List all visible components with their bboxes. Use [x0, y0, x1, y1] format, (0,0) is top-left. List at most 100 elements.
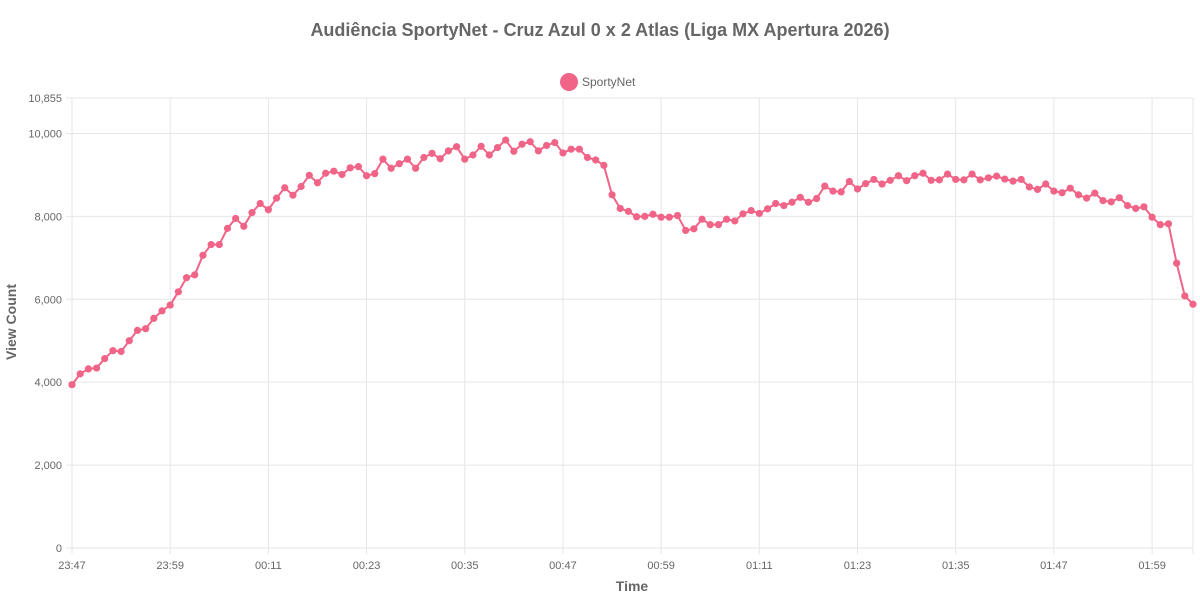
data-point	[313, 179, 322, 187]
data-point	[403, 155, 412, 163]
data-point	[870, 175, 878, 184]
data-point	[174, 288, 182, 296]
data-point	[714, 221, 723, 229]
data-point	[829, 187, 837, 195]
data-point	[109, 347, 117, 355]
data-point	[968, 170, 976, 178]
data-point	[133, 326, 142, 334]
y-gridlines	[66, 97, 1193, 549]
legend-marker	[560, 73, 578, 91]
data-point	[223, 224, 232, 232]
x-tick-label: 01:23	[844, 560, 872, 572]
data-point	[338, 170, 346, 179]
data-point	[297, 182, 305, 191]
x-tick-label: 01:35	[942, 560, 970, 572]
y-tick-label: 2,000	[34, 460, 62, 472]
data-point	[84, 365, 92, 373]
data-point	[592, 156, 600, 164]
data-point	[960, 176, 968, 184]
data-point	[1091, 189, 1099, 197]
data-point	[150, 314, 158, 322]
data-point	[281, 184, 289, 192]
x-tick-label: 00:35	[451, 560, 479, 572]
data-point	[600, 161, 608, 169]
legend-label: SportyNet	[582, 75, 636, 89]
x-tick-label: 23:59	[156, 560, 184, 572]
x-tick-label: 23:47	[58, 560, 86, 572]
data-point	[804, 198, 813, 206]
y-tick-label: 10,855	[28, 93, 62, 105]
data-point	[657, 213, 665, 221]
data-point	[976, 176, 984, 184]
data-point	[837, 188, 845, 196]
data-point	[379, 155, 387, 163]
data-point	[92, 364, 101, 372]
data-point	[1042, 180, 1050, 188]
data-point	[821, 182, 829, 190]
x-axis-ticks: 23:47 23:59 00:11 00:23 00:35 00:47 00:59 01:11…	[58, 560, 1166, 572]
data-point	[731, 217, 739, 225]
data-point	[232, 214, 240, 223]
data-point	[551, 138, 559, 147]
data-point	[903, 177, 911, 185]
data-point	[723, 215, 731, 223]
data-point	[1189, 300, 1197, 308]
data-point	[1099, 197, 1107, 205]
data-point	[452, 143, 461, 151]
data-point	[289, 191, 297, 199]
data-point	[935, 176, 943, 184]
data-point	[1164, 220, 1173, 228]
data-point	[632, 213, 641, 221]
x-tick-label: 01:59	[1138, 560, 1166, 572]
data-point	[1156, 221, 1164, 229]
data-point	[1083, 194, 1091, 202]
data-point	[354, 163, 362, 171]
x-tick-label: 00:59	[647, 560, 675, 572]
data-point	[886, 176, 894, 184]
data-point	[68, 381, 76, 389]
data-point	[911, 172, 919, 180]
data-point	[788, 198, 796, 206]
data-point	[862, 180, 870, 188]
data-point	[1123, 201, 1132, 210]
x-tick-label: 00:11	[255, 560, 282, 572]
data-point	[813, 194, 821, 203]
data-point	[1050, 187, 1058, 195]
data-point	[665, 213, 673, 221]
data-point	[755, 209, 763, 218]
data-point	[927, 176, 935, 184]
data-point	[984, 174, 993, 182]
data-point	[894, 172, 903, 180]
data-point	[1074, 191, 1083, 199]
data-point	[583, 153, 592, 162]
data-point	[739, 210, 747, 218]
data-point	[412, 164, 420, 172]
data-point	[362, 172, 371, 180]
y-tick-label: 6,000	[34, 294, 62, 306]
x-tick-label: 00:47	[549, 560, 577, 572]
data-point	[1173, 259, 1181, 267]
data-point	[272, 194, 281, 202]
data-point	[567, 145, 575, 153]
data-point	[690, 225, 698, 233]
data-point	[395, 160, 403, 168]
legend: SportyNet	[560, 73, 636, 91]
data-point	[673, 211, 682, 220]
x-tick-label: 00:23	[353, 560, 381, 572]
data-point	[191, 271, 199, 279]
data-point	[526, 138, 534, 146]
data-point	[534, 147, 543, 155]
data-point	[1058, 189, 1066, 197]
data-point	[682, 226, 690, 235]
data-point	[510, 147, 518, 155]
y-tick-label: 10,000	[28, 128, 62, 140]
data-point	[542, 141, 551, 150]
data-point	[845, 177, 853, 186]
data-point	[436, 155, 444, 163]
y-axis-ticks: 0 2,000 4,000 6,000 8,000 10,000 10,855	[28, 93, 62, 555]
data-point	[616, 204, 624, 213]
data-point	[207, 240, 215, 249]
data-point	[142, 325, 150, 333]
